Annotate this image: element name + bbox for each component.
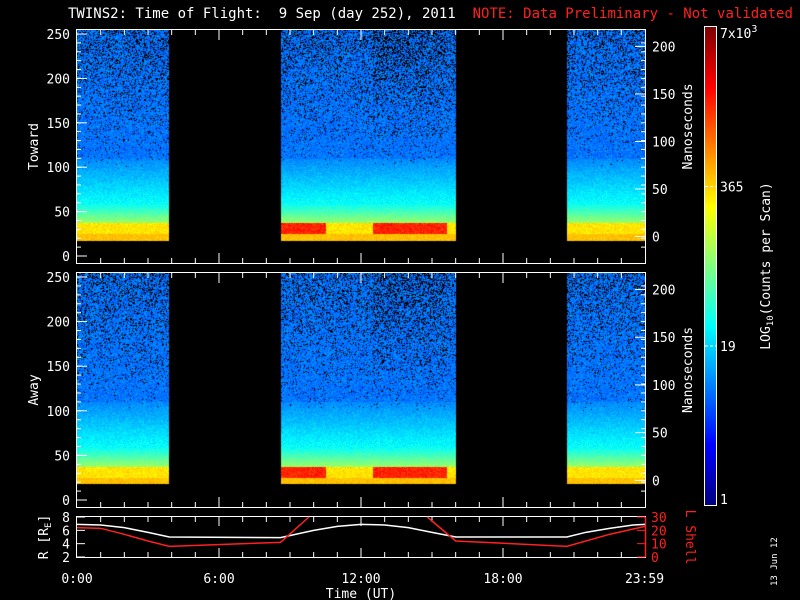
y2-axis-label: Nanoseconds xyxy=(681,83,696,169)
panel-frame xyxy=(76,272,646,508)
lshell-axis-label: L Shell xyxy=(682,510,697,565)
y2-tick-label: 200 xyxy=(652,283,675,298)
r-tick-label: 4 xyxy=(62,538,70,553)
colorbar-frame xyxy=(704,26,717,506)
r-tick-label: 2 xyxy=(62,551,70,566)
y-tick-label: 0 xyxy=(62,494,70,509)
y-tick-label: 200 xyxy=(47,316,70,331)
spectrogram-away xyxy=(77,273,645,507)
lshell-series-line xyxy=(76,516,310,548)
colorbar-label-label-sub: 10 xyxy=(766,315,776,326)
y-tick-label: 50 xyxy=(54,206,70,221)
x-tick-label: 0:00 xyxy=(61,572,92,587)
y-tick-label: 0 xyxy=(62,250,70,265)
colorbar-label: LOG10(Counts per Scan) xyxy=(759,182,776,349)
lshell-tick-label: 30 xyxy=(651,511,667,526)
lshell-series-line xyxy=(426,516,646,548)
r-axis-label-part: R [R xyxy=(37,528,52,559)
y-tick-label: 100 xyxy=(47,405,70,420)
x-tick-label: 6:00 xyxy=(203,572,234,587)
date-stamp: 13 Jun 12 xyxy=(770,537,780,586)
plot-title: TWINS2: Time of Flight: 9 Sep (day 252),… xyxy=(68,6,793,22)
x-tick-label: 12:00 xyxy=(341,572,380,587)
colorbar-label-label: LOG xyxy=(759,326,774,350)
r-tick-label: 8 xyxy=(62,511,70,526)
y2-tick-label: 50 xyxy=(652,427,668,442)
y2-tick-label: 0 xyxy=(652,474,660,489)
lshell-tick-label: 0 xyxy=(651,551,659,566)
y2-tick-label: 200 xyxy=(652,40,675,55)
y2-tick-label: 0 xyxy=(652,230,660,245)
r-axis-label-part: E xyxy=(44,523,54,528)
y-axis-label: Away xyxy=(27,374,42,405)
y-tick-label: 250 xyxy=(47,28,70,43)
colorbar-tick-label: 7x103 xyxy=(720,24,757,42)
y-axis-label: Toward xyxy=(27,123,42,170)
colorbar-tick-label: 19 xyxy=(720,340,736,355)
x-tick-label: 23:59 xyxy=(625,572,664,587)
lshell-tick-label: 20 xyxy=(651,524,667,539)
colorbar xyxy=(705,27,716,505)
y-tick-label: 200 xyxy=(47,72,70,87)
r-axis-label-part: ] xyxy=(37,515,52,523)
colorbar-tick-label: 1 xyxy=(720,493,728,508)
r-tick-label: 6 xyxy=(62,524,70,539)
y-tick-label: 250 xyxy=(47,271,70,286)
r-axis-label: R [RE] xyxy=(37,515,54,560)
lshell-tick-label: 10 xyxy=(651,538,667,553)
colorbar-tick-label: 365 xyxy=(720,180,743,195)
y2-tick-label: 100 xyxy=(652,379,675,394)
y-tick-label: 100 xyxy=(47,161,70,176)
y-tick-label: 150 xyxy=(47,360,70,375)
y-tick-label: 150 xyxy=(47,117,70,132)
y2-axis-label: Nanoseconds xyxy=(681,327,696,413)
colorbar-tick-sup: 3 xyxy=(751,24,757,35)
y2-tick-label: 100 xyxy=(652,135,675,150)
panel-frame xyxy=(76,29,646,264)
y2-tick-label: 50 xyxy=(652,183,668,198)
colorbar-label-label-end: (Counts per Scan) xyxy=(759,182,774,315)
y2-tick-label: 150 xyxy=(652,331,675,346)
title-main: TWINS2: Time of Flight: 9 Sep (day 252),… xyxy=(68,6,456,22)
title-note: NOTE: Data Preliminary - Not validated xyxy=(472,6,793,22)
x-tick-label: 18:00 xyxy=(483,572,522,587)
x-axis-label: Time (UT) xyxy=(326,587,396,600)
spectrogram-toward xyxy=(77,30,645,263)
y2-tick-label: 150 xyxy=(652,88,675,103)
r-series-line xyxy=(76,523,646,539)
y-tick-label: 50 xyxy=(54,449,70,464)
